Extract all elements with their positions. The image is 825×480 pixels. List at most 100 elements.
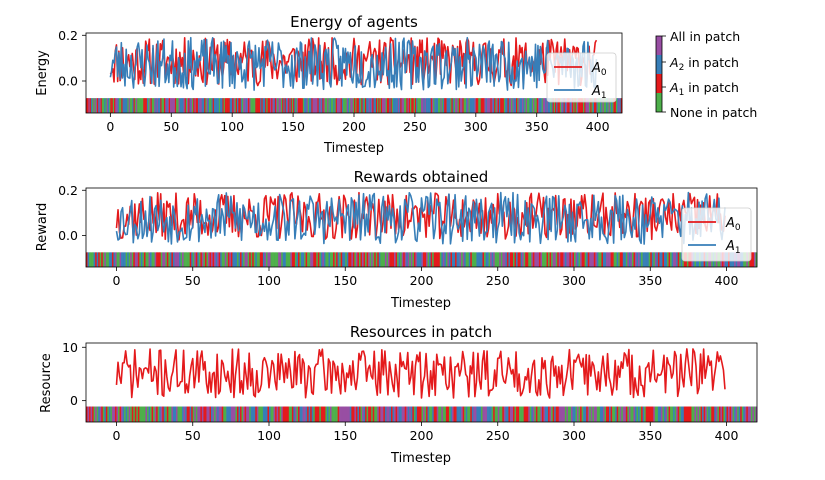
stripe-cell — [478, 98, 480, 113]
stripe-cell — [343, 406, 346, 422]
stripe-cell — [477, 252, 480, 267]
stripe-cell — [424, 98, 427, 113]
stripe-cell — [734, 406, 736, 422]
stripe-cell — [543, 406, 546, 422]
stripe-cell — [477, 98, 479, 113]
stripe-cell — [220, 98, 222, 113]
stripe-cell — [134, 406, 137, 422]
stripe-cell — [186, 252, 189, 267]
energy-legend-label-a0: A0 — [591, 61, 607, 78]
stripe-cell — [349, 98, 351, 113]
stripe-cell — [191, 98, 194, 113]
stripe-cell — [555, 252, 558, 267]
stripe-cell — [451, 98, 453, 113]
stripe-cell — [650, 252, 653, 267]
stripe-cell — [607, 98, 609, 113]
y-tick-label: 10 — [62, 340, 78, 355]
reward-patch-stripe — [86, 252, 758, 267]
stripe-cell — [291, 406, 294, 422]
stripe-cell — [683, 406, 686, 422]
stripe-cell — [261, 406, 264, 422]
y-tick-label: 0.0 — [58, 74, 78, 89]
stripe-cell — [112, 98, 115, 113]
stripe-cell — [93, 98, 95, 113]
stripe-cell — [530, 98, 533, 113]
stripe-cell — [490, 98, 492, 113]
stripe-cell — [148, 406, 151, 422]
stripe-cell — [651, 406, 654, 422]
stripe-cell — [153, 406, 155, 422]
stripe-cell — [735, 406, 738, 422]
stripe-cell — [555, 98, 557, 113]
stripe-cell — [548, 406, 550, 422]
y-tick-label: 0.2 — [58, 28, 78, 43]
stripe-cell — [638, 406, 640, 422]
stripe-cell — [339, 406, 341, 422]
stripe-cell — [304, 406, 306, 422]
stripe-cell — [407, 252, 410, 267]
stripe-cell — [583, 406, 585, 422]
stripe-cell — [427, 98, 429, 113]
stripe-cell — [179, 252, 181, 267]
stripe-cell — [113, 252, 116, 267]
stripe-cell — [315, 98, 317, 113]
stripe-cell — [600, 98, 602, 113]
stripe-cell — [410, 98, 412, 113]
stripe-cell — [585, 98, 587, 113]
stripe-cell — [732, 406, 735, 422]
stripe-cell — [578, 406, 581, 422]
colorbar-label-none: None in patch — [670, 105, 757, 120]
stripe-cell — [575, 252, 578, 267]
stripe-cell — [462, 406, 465, 422]
stripe-cell — [276, 252, 279, 267]
stripe-cell — [455, 98, 457, 113]
stripe-cell — [401, 252, 404, 267]
stripe-cell — [168, 252, 171, 267]
stripe-cell — [587, 98, 590, 113]
stripe-cell — [145, 98, 148, 113]
stripe-cell — [531, 406, 534, 422]
stripe-cell — [351, 98, 354, 113]
stripe-cell — [365, 406, 367, 422]
stripe-cell — [183, 98, 185, 113]
stripe-cell — [206, 252, 209, 267]
stripe-cell — [509, 98, 512, 113]
stripe-cell — [308, 406, 311, 422]
energy-ylabel: Energy — [35, 50, 50, 96]
stripe-cell — [526, 406, 529, 422]
stripe-cell — [199, 98, 201, 113]
resource-x-ticks: 0 50 100 150 200 250 300 350 400 — [113, 422, 738, 443]
stripe-cell — [322, 98, 324, 113]
stripe-cell — [447, 406, 450, 422]
stripe-cell — [325, 98, 328, 113]
stripe-cell — [355, 406, 358, 422]
stripe-cell — [378, 98, 380, 113]
stripe-cell — [606, 252, 608, 267]
stripe-cell — [404, 252, 407, 267]
stripe-cell — [355, 98, 357, 113]
stripe-cell — [383, 406, 386, 422]
stripe-cell — [598, 406, 601, 422]
stripe-cell — [654, 252, 657, 267]
stripe-cell — [673, 252, 675, 267]
stripe-cell — [282, 252, 285, 267]
stripe-cell — [290, 252, 293, 267]
stripe-cell — [121, 406, 123, 422]
stripe-cell — [274, 98, 277, 113]
stripe-cell — [453, 406, 456, 422]
stripe-cell — [364, 98, 367, 113]
stripe-cell — [126, 98, 128, 113]
stripe-cell — [317, 98, 319, 113]
stripe-cell — [123, 98, 126, 113]
stripe-cell — [604, 98, 607, 113]
stripe-cell — [665, 252, 668, 267]
stripe-cell — [620, 98, 623, 113]
stripe-cell — [456, 406, 459, 422]
stripe-cell — [163, 252, 166, 267]
stripe-cell — [462, 98, 464, 113]
stripe-cell — [205, 98, 207, 113]
stripe-cell — [598, 252, 601, 267]
stripe-cell — [439, 252, 442, 267]
stripe-cell — [423, 98, 425, 113]
stripe-cell — [153, 98, 155, 113]
